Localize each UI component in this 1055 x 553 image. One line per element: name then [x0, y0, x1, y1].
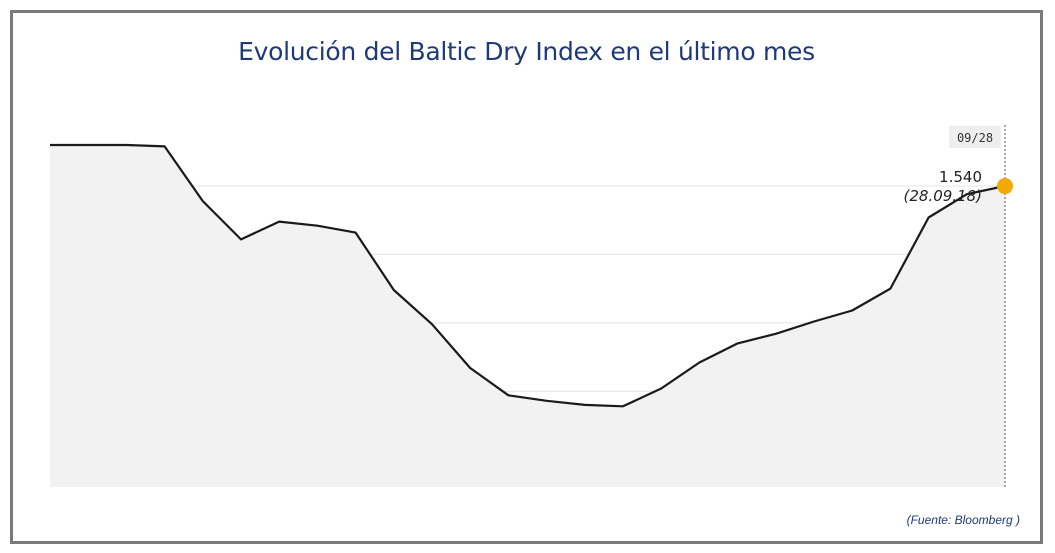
- date-badge-box: [949, 126, 1001, 148]
- highlight-date-label: (28.09.18): [903, 187, 982, 205]
- highlight-point[interactable]: [997, 178, 1013, 195]
- highlight-value-label: 1.540: [939, 168, 982, 186]
- date-badge-label: 09/28: [957, 131, 993, 145]
- area-fill: [50, 145, 1005, 487]
- chart-title: Evolución del Baltic Dry Index en el últ…: [238, 37, 815, 66]
- source-note: (Fuente: Bloomberg ): [906, 513, 1020, 527]
- series-line: [50, 143, 1006, 408]
